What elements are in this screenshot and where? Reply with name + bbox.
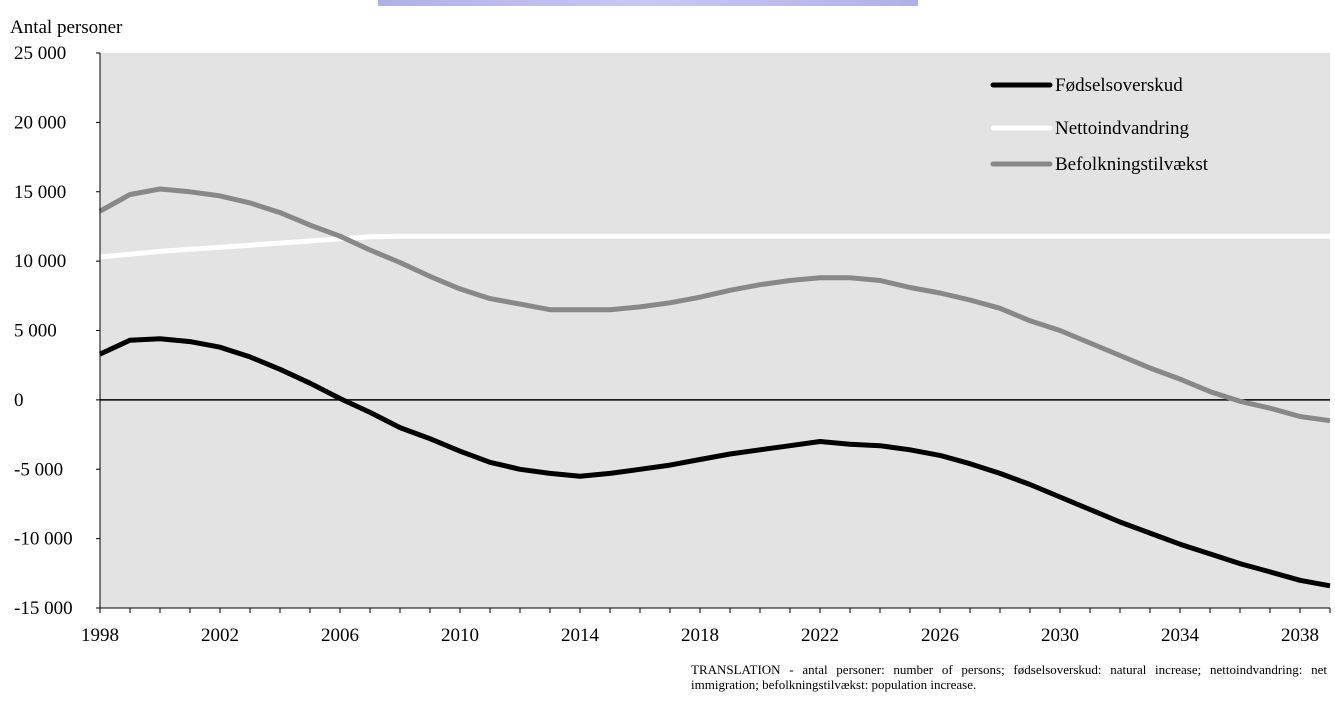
top-header-strip (378, 0, 918, 6)
y-axis-title: Antal personer (10, 17, 123, 38)
x-tick-label: 2018 (681, 625, 719, 646)
x-tick-label: 2022 (801, 625, 839, 646)
x-tick-label: 2030 (1041, 625, 1079, 646)
legend-label-f-dselsoverskud: Fødselsoverskud (1055, 75, 1183, 96)
x-tick-label: 2014 (561, 625, 600, 646)
legend: Fødselsoverskud Nettoindvandring Befolknin… (990, 75, 1209, 175)
x-tick-label: 2038 (1281, 625, 1319, 646)
y-tick-label: -15 000 (14, 598, 73, 619)
y-tick-label: 25 000 (14, 43, 66, 64)
legend-label-nettoindvandring: Nettoindvandring (1055, 118, 1190, 139)
x-tick-label: 2026 (921, 625, 959, 646)
plot-background (100, 53, 1330, 608)
y-tick-label: -10 000 (14, 529, 73, 550)
x-tick-label: 2034 (1161, 625, 1200, 646)
y-tick-label: 5 000 (14, 321, 57, 342)
translation-note: TRANSLATION - antal personer: number of … (691, 662, 1327, 692)
series-line-nettoindvandring (99, 233, 1330, 260)
y-tick-label: 20 000 (14, 112, 66, 133)
y-tick-label: -5 000 (14, 459, 63, 480)
y-tick-label: 15 000 (14, 182, 66, 203)
x-tick-label: 2006 (321, 625, 359, 646)
series-line-befolkningstilv-kst (98, 186, 1331, 424)
series-line-f-dselsoverskud (98, 336, 1331, 589)
y-tick-label: 0 (14, 390, 24, 411)
y-tick-label: 10 000 (14, 251, 66, 272)
x-tick-label: 2002 (201, 625, 239, 646)
x-tick-label: 2010 (441, 625, 479, 646)
legend-label-befolkningstilv-kst: Befolkningstilvækst (1055, 154, 1209, 175)
x-tick-label: 1998 (81, 625, 119, 646)
